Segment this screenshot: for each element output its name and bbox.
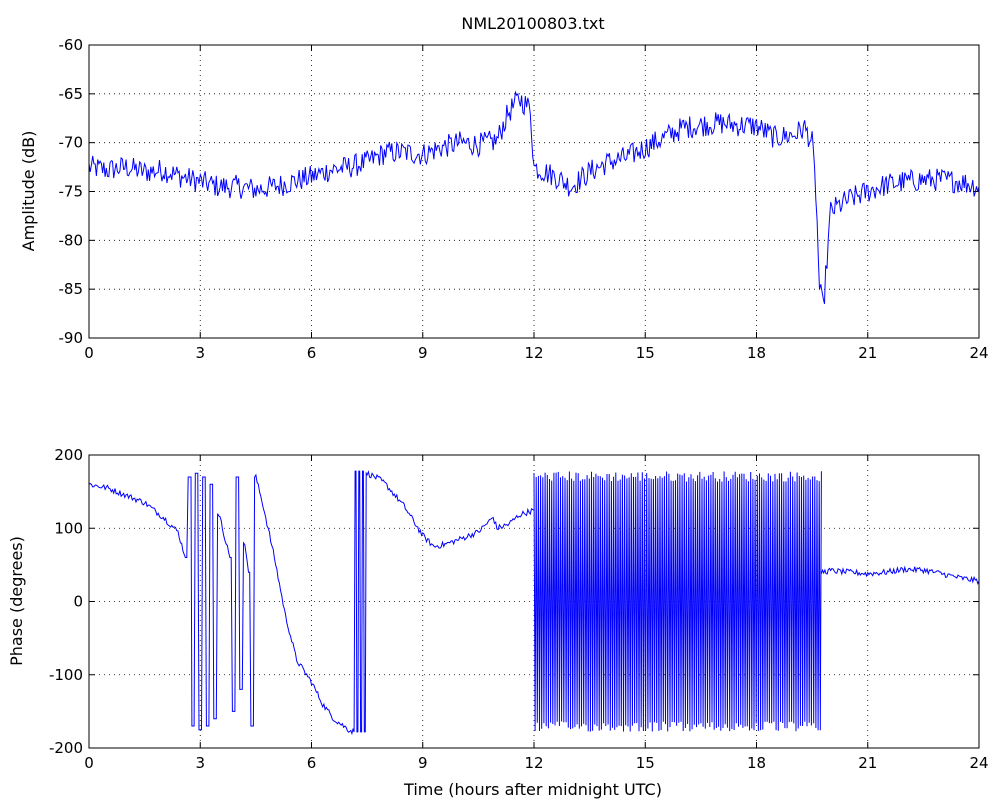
amplitude-x-tick-label: 0 [84,344,94,362]
amplitude-x-tick-label: 3 [195,344,205,362]
amplitude-series [88,90,980,305]
phase-series-line-1 [533,471,822,732]
amplitude-y-tick-label: -85 [59,280,84,298]
amplitude-ticks: 0 3 6 9 12 15 18 21 24 -90 -85 -80 -75 -70 -65 -60 [59,36,989,362]
phase-y-tick-label: 200 [54,446,83,464]
amplitude-y-tick-label: -80 [59,231,84,249]
phase-x-tick-label: 18 [747,754,766,772]
amplitude-panel: NML20100803.txt 0 3 6 9 12 15 18 21 24 -90 -85 -80 -… [19,14,989,362]
chart-title: NML20100803.txt [461,14,604,33]
phase-series-line-2 [820,565,980,586]
phase-series-line-0 [88,470,535,736]
amplitude-grid [89,45,979,338]
phase-y-tick-label: -200 [49,739,83,757]
phase-x-axis-label: Time (hours after midnight UTC) [403,780,662,799]
phase-series [88,470,980,736]
amplitude-x-tick-label: 9 [418,344,428,362]
phase-x-tick-label: 9 [418,754,428,772]
phase-x-tick-label: 21 [858,754,877,772]
phase-x-tick-label: 15 [636,754,655,772]
amplitude-y-tick-label: -90 [59,329,84,347]
amplitude-x-tick-label: 12 [524,344,543,362]
phase-panel: 0 3 6 9 12 15 18 21 24 -200 -100 0 100 200 Phase (deg… [7,446,989,799]
amplitude-y-axis-label: Amplitude (dB) [19,131,38,252]
amplitude-x-tick-label: 18 [747,344,766,362]
phase-x-tick-label: 12 [524,754,543,772]
phase-ticks: 0 3 6 9 12 15 18 21 24 -200 -100 0 100 200 [49,446,989,772]
phase-y-axis-label: Phase (degrees) [7,536,26,666]
amplitude-x-tick-label: 6 [307,344,317,362]
phase-y-tick-label: 0 [73,593,83,611]
amplitude-y-tick-label: -60 [59,36,84,54]
phase-y-tick-label: 100 [54,519,83,537]
amplitude-x-tick-label: 15 [636,344,655,362]
phase-x-tick-label: 3 [195,754,205,772]
phase-x-tick-label: 24 [969,754,988,772]
amplitude-x-tick-label: 21 [858,344,877,362]
phase-axes-box [88,454,980,749]
phase-y-tick-label: -100 [49,666,83,684]
phase-x-tick-label: 6 [307,754,317,772]
amplitude-axes-box [88,44,980,339]
amplitude-series-line-0 [88,90,980,305]
amplitude-y-tick-label: -65 [59,85,84,103]
amplitude-y-tick-label: -75 [59,183,84,201]
amplitude-x-tick-label: 24 [969,344,988,362]
amplitude-y-tick-label: -70 [59,134,84,152]
phase-x-tick-label: 0 [84,754,94,772]
